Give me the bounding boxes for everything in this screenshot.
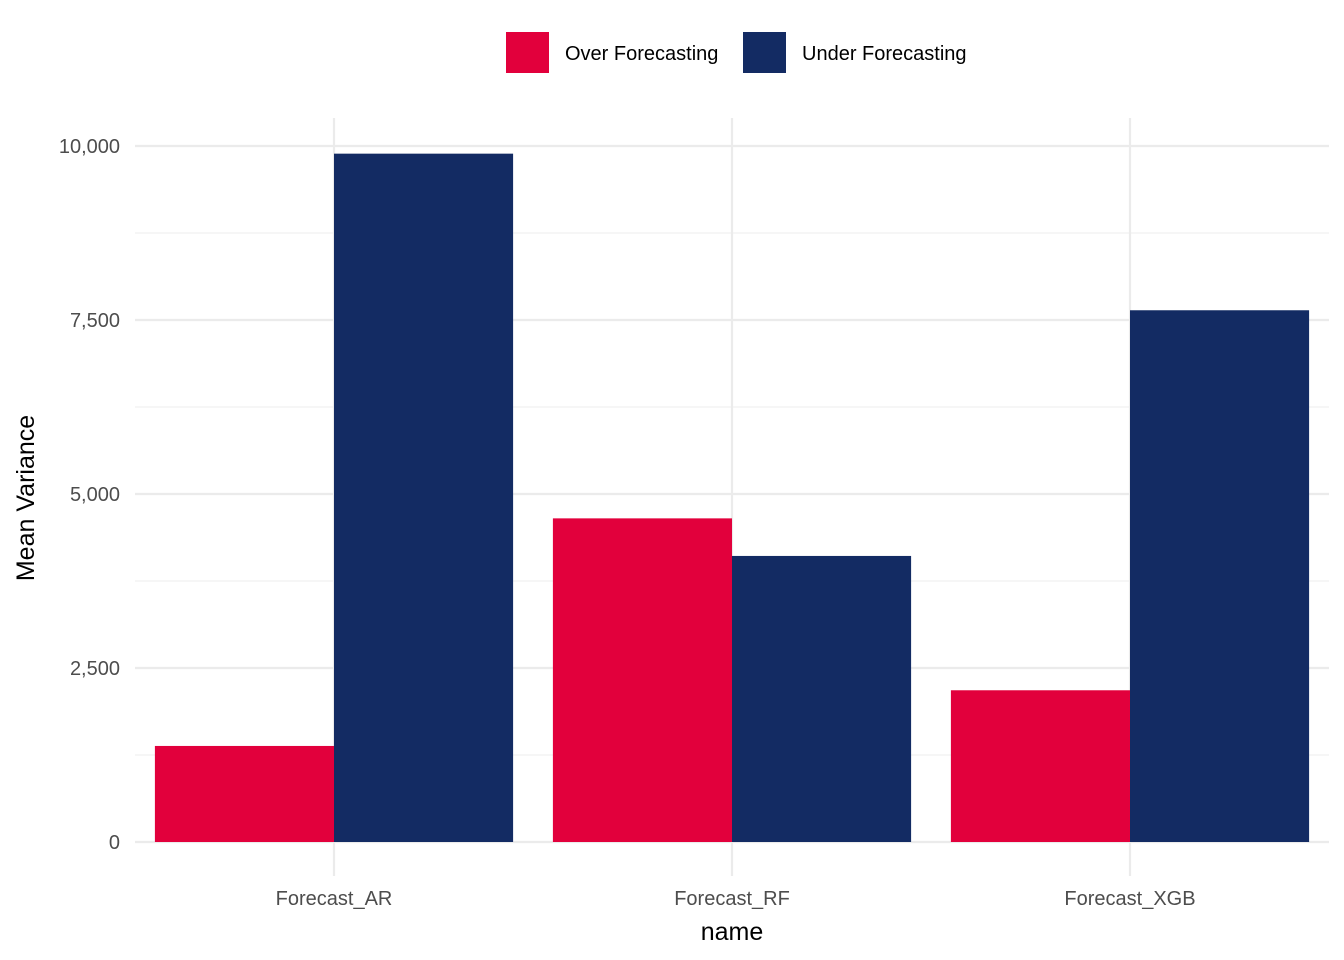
legend-swatch	[743, 32, 786, 73]
x-tick-label: Forecast_XGB	[1064, 888, 1195, 910]
y-tick-label: 2,500	[70, 658, 120, 680]
legend-swatch	[506, 32, 549, 73]
bar-forecast-ar-over-forecasting	[154, 745, 334, 842]
bars	[154, 153, 1310, 843]
x-tick-label: Forecast_AR	[276, 888, 393, 910]
legend-label: Over Forecasting	[565, 43, 718, 65]
bar-forecast-rf-over-forecasting	[552, 518, 732, 842]
bar-forecast-ar-under-forecasting	[334, 153, 514, 842]
y-tick-label: 7,500	[70, 310, 120, 332]
y-tick-label: 0	[109, 832, 120, 854]
bar-forecast-rf-under-forecasting	[732, 555, 912, 842]
y-tick-label: 10,000	[59, 136, 120, 158]
legend: Over Forecasting Under Forecasting	[506, 32, 967, 73]
y-axis: 0 2,500 5,000 7,500 10,000	[59, 136, 120, 854]
legend-label: Under Forecasting	[802, 43, 967, 65]
x-axis-title: name	[701, 918, 764, 946]
x-tick-label: Forecast_RF	[674, 888, 790, 910]
x-axis: Forecast_AR Forecast_RF Forecast_XGB	[276, 888, 1196, 910]
y-tick-label: 5,000	[70, 484, 120, 506]
bar-forecast-xgb-under-forecasting	[1130, 310, 1310, 843]
y-axis-title: Mean Variance	[12, 415, 40, 581]
bar-forecast-xgb-over-forecasting	[950, 690, 1130, 842]
